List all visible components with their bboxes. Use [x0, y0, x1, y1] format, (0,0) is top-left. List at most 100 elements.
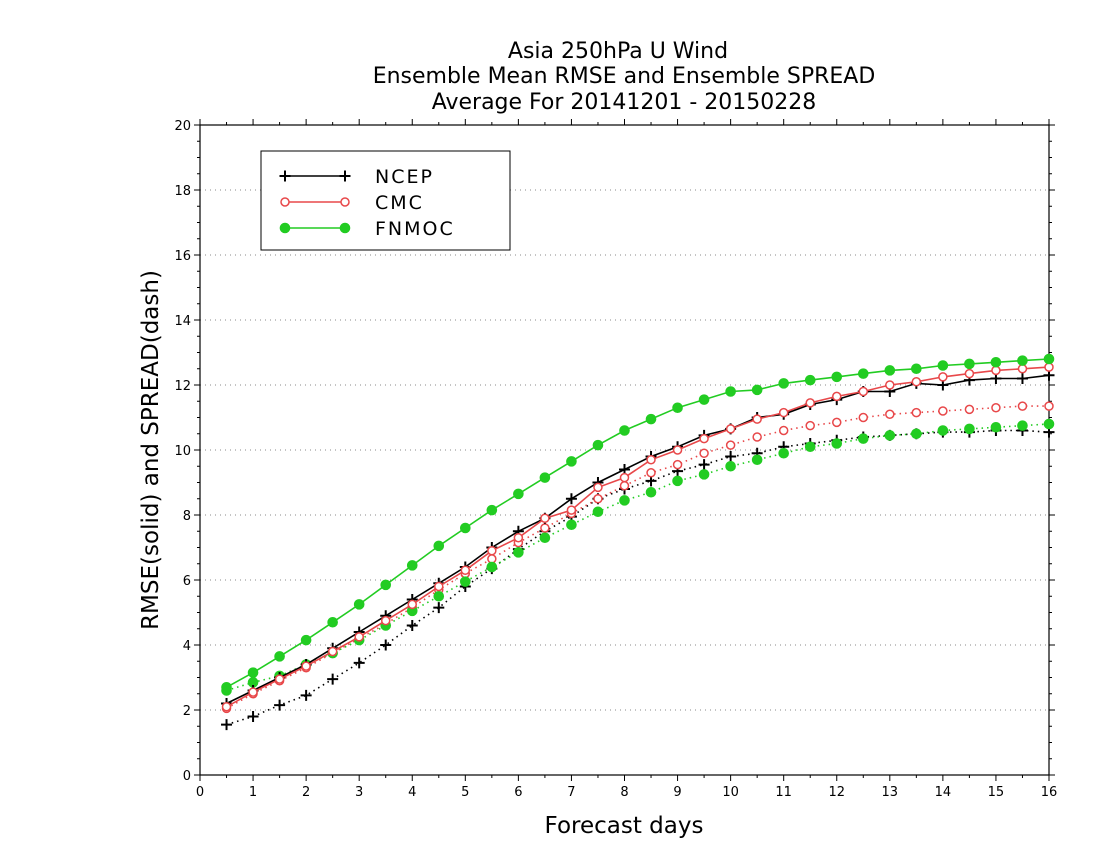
- series-cmc-rmse-point: [699, 433, 709, 444]
- series-ncep-spread-point: [698, 459, 710, 471]
- x-tick-label: 14: [935, 785, 952, 800]
- series-cmc-rmse-point: [885, 380, 895, 390]
- legend-box: [260, 150, 511, 251]
- series-cmc-rmse-point: [778, 407, 789, 418]
- series-ncep-spread-point: [380, 639, 392, 651]
- series-fnmoc-spread-point: [698, 469, 710, 480]
- series-fnmoc-rmse-point: [486, 504, 498, 516]
- series-cmc-rmse-point: [434, 581, 444, 592]
- series-cmc-rmse-point: [832, 391, 842, 402]
- series-ncep-spread-point: [221, 719, 233, 731]
- legend-ncep-marker-right: [339, 170, 351, 182]
- x-tick-label: 2: [302, 785, 310, 800]
- legend: NCEP CMC FNMOC: [260, 150, 511, 251]
- series-fnmoc-spread-point: [566, 519, 577, 531]
- series-fnmoc-spread-point: [672, 475, 683, 487]
- series-cmc-rmse-point: [938, 372, 948, 382]
- series-cmc-spread-point: [778, 425, 789, 436]
- series-fnmoc-spread-point: [964, 423, 975, 435]
- series-fnmoc-rmse-point: [353, 599, 365, 610]
- series-fnmoc-rmse-point: [433, 540, 445, 552]
- series-fnmoc-spread-point: [831, 438, 843, 449]
- y-tick-label: 8: [183, 509, 191, 524]
- series-cmc-spread-point: [832, 417, 842, 428]
- series-fnmoc-rmse-point: [751, 384, 763, 396]
- series-fnmoc-rmse-point: [911, 363, 922, 375]
- series-cmc-spread-point: [1044, 401, 1054, 411]
- x-tick-label: 4: [408, 785, 416, 800]
- legend-cmc-marker-right: [340, 197, 350, 207]
- series-cmc-spread-point: [646, 468, 656, 478]
- series-fnmoc-spread-point: [539, 532, 551, 544]
- series-fnmoc-rmse-point: [406, 560, 418, 571]
- y-tick-label: 16: [174, 249, 191, 264]
- y-tick-label: 6: [183, 574, 191, 589]
- series-fnmoc-rmse-point: [221, 681, 232, 693]
- series-cmc-rmse-point: [805, 398, 815, 408]
- x-tick-label: 9: [673, 785, 681, 800]
- y-tick-label: 2: [183, 704, 191, 719]
- series-fnmoc-spread-point: [460, 576, 471, 587]
- series-fnmoc-rmse-point: [698, 394, 710, 405]
- series-cmc-rmse-point: [460, 565, 471, 575]
- series-cmc-spread-line: [226, 405, 1049, 710]
- legend-cmc-label: CMC: [375, 192, 424, 214]
- series-fnmoc-spread-point: [1043, 418, 1055, 430]
- series-cmc-rmse-point: [991, 365, 1001, 376]
- x-axis-label: Forecast days: [545, 813, 704, 839]
- series-cmc-spread-point: [699, 448, 709, 458]
- series-layer: [221, 353, 1055, 731]
- series-fnmoc-rmse-point: [937, 360, 949, 371]
- series-cmc-rmse-point: [593, 482, 603, 493]
- series-cmc-spread-point: [938, 406, 948, 416]
- series-cmc-rmse-point: [407, 599, 417, 610]
- series-cmc-spread-point: [885, 409, 895, 419]
- series-cmc-rmse-point: [513, 533, 524, 543]
- series-cmc-spread-point: [752, 432, 762, 442]
- legend-fnmoc-marker-left: [279, 222, 291, 234]
- x-tick-label: 7: [567, 785, 575, 800]
- series-fnmoc-spread-point: [513, 547, 524, 558]
- x-tick-label: 13: [882, 785, 899, 800]
- x-tick-label: 8: [620, 785, 628, 800]
- x-tick-label: 11: [775, 785, 792, 800]
- series-cmc-rmse-point: [672, 445, 683, 455]
- series-cmc-rmse-point: [725, 424, 736, 434]
- series-cmc-spread-point: [1017, 401, 1028, 411]
- series-cmc-rmse-point: [911, 377, 922, 387]
- series-fnmoc-spread-point: [486, 561, 498, 573]
- series-cmc-spread-point: [805, 420, 815, 431]
- series-cmc-rmse-point: [1017, 364, 1028, 374]
- series-ncep-spread-point: [300, 689, 312, 701]
- series-cmc-rmse-point: [540, 513, 550, 523]
- series-fnmoc-spread-point: [645, 486, 657, 498]
- y-axis-label: RMSE(solid) and SPREAD(dash): [138, 270, 164, 630]
- series-cmc-spread-point: [991, 403, 1001, 413]
- series-ncep-rmse-point: [565, 493, 577, 505]
- series-cmc-rmse-point: [858, 386, 869, 397]
- series-ncep-spread-line: [226, 429, 1050, 726]
- series-cmc-rmse-point: [487, 546, 497, 556]
- series-cmc-rmse-point: [1044, 362, 1054, 372]
- series-fnmoc-spread-point: [1017, 420, 1028, 431]
- series-fnmoc-rmse-point: [884, 365, 896, 376]
- y-tick-label: 20: [174, 119, 191, 134]
- series-fnmoc-spread-point: [911, 428, 922, 440]
- series-fnmoc-rmse-point: [778, 378, 789, 389]
- series-fnmoc-spread-point: [804, 441, 816, 453]
- series-cmc-spread-point: [619, 481, 630, 491]
- series-fnmoc-rmse-point: [990, 356, 1002, 368]
- series-ncep-spread-point: [725, 451, 737, 462]
- series-fnmoc-spread-point: [592, 506, 604, 518]
- series-fnmoc-spread-point: [884, 430, 896, 441]
- y-tick-label: 18: [174, 184, 191, 199]
- chart-title-line-1: Asia 250hPa U Wind: [508, 39, 728, 64]
- series-fnmoc-spread-point: [619, 495, 630, 506]
- series-fnmoc-spread-point: [725, 460, 736, 472]
- series-fnmoc-rmse-point: [672, 402, 683, 414]
- series-fnmoc-rmse-point: [274, 651, 285, 662]
- series-fnmoc-rmse-point: [460, 522, 471, 534]
- series-cmc-spread-point: [540, 523, 550, 533]
- series-fnmoc-rmse-point: [964, 358, 975, 370]
- series-ncep-spread-point: [353, 657, 365, 669]
